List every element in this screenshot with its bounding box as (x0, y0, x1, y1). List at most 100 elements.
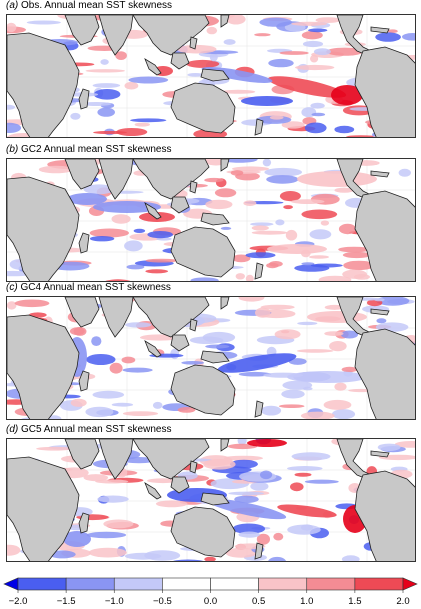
positive-skew-patch (387, 29, 398, 33)
negative-skew-patch (100, 59, 109, 65)
newguinea-land (200, 492, 230, 506)
australia-land (170, 82, 236, 134)
south-america-land (354, 328, 415, 419)
madagascar-land (78, 512, 90, 534)
negative-skew-patch (147, 231, 173, 239)
colorbar-arrow-high (402, 577, 418, 591)
newzealand-land (254, 542, 264, 560)
colorbar-tick-label: 0.5 (252, 596, 266, 607)
negative-skew-patch (70, 112, 81, 120)
newzealand-land (254, 400, 264, 418)
south-america-land (354, 46, 415, 137)
positive-skew-patch (225, 547, 257, 558)
borneo-land (170, 196, 190, 214)
negative-skew-patch (234, 495, 259, 503)
positive-skew-patch (205, 199, 233, 210)
japan-land (220, 297, 230, 310)
positive-skew-patch (111, 214, 131, 224)
negative-skew-patch (205, 344, 230, 349)
colorbar-tick-label: 1.5 (348, 596, 362, 607)
positive-skew-patch (230, 170, 244, 176)
positive-skew-patch (342, 269, 367, 279)
newguinea-land (200, 350, 230, 364)
negative-skew-patch (229, 459, 258, 469)
positive-skew-patch (103, 519, 134, 529)
positive-skew-patch (204, 556, 216, 561)
philippines-land (189, 180, 198, 194)
india-land (98, 439, 134, 480)
negative-skew-patch (268, 58, 294, 68)
negative-skew-patch (209, 52, 218, 62)
philippines-land (189, 36, 198, 50)
map-svg-a (7, 15, 415, 137)
panel-title-text-a: Obs. Annual mean SST skewness (21, 0, 173, 11)
cuba-land (370, 308, 390, 316)
negative-skew-patch (309, 229, 332, 240)
sumatra-land (144, 202, 162, 220)
arabia-land (64, 297, 100, 328)
positive-skew-patch (204, 177, 224, 183)
positive-skew-patch (310, 54, 319, 63)
positive-skew-patch (269, 115, 284, 120)
negative-skew-patch (152, 401, 163, 409)
negative-skew-patch (221, 159, 258, 163)
negative-skew-patch (7, 104, 16, 110)
positive-skew-patch (338, 246, 370, 253)
positive-skew-patch (300, 411, 335, 419)
japan-land (220, 439, 230, 452)
negative-skew-patch (375, 32, 401, 42)
negative-skew-patch (301, 524, 313, 531)
positive-skew-patch (14, 299, 50, 308)
borneo-land (170, 476, 190, 494)
negative-skew-patch (334, 125, 355, 134)
colorbar-tick-label: −1.5 (56, 596, 76, 607)
africa-land (7, 176, 80, 281)
negative-skew-patch (301, 262, 315, 266)
positive-skew-patch (301, 209, 338, 220)
cuba-land (370, 450, 390, 458)
negative-skew-patch (310, 263, 343, 268)
positive-skew-patch (145, 269, 169, 274)
newzealand-land (254, 118, 264, 136)
borneo-land (170, 52, 190, 70)
australia-land (170, 226, 236, 278)
negative-skew-patch (302, 386, 313, 391)
negative-skew-feature (67, 193, 107, 205)
positive-skew-feature (247, 439, 287, 447)
positive-skew-patch (122, 411, 159, 416)
positive-skew-patch (69, 327, 85, 336)
positive-skew-patch (203, 459, 236, 470)
colorbar-svg (3, 577, 418, 593)
negative-skew-patch (308, 28, 328, 33)
negative-skew-patch (125, 322, 152, 328)
panel-title-d: (d) GC5 Annual mean SST skewness (6, 424, 171, 436)
japan-land (220, 159, 230, 172)
panel-title-text-d: GC5 Annual mean SST skewness (21, 424, 172, 435)
positive-skew-patch (309, 255, 329, 259)
positive-skew-feature (307, 311, 367, 323)
negative-skew-patch (259, 17, 292, 27)
negative-skew-patch (268, 556, 287, 561)
negative-skew-patch (341, 555, 360, 561)
map-d (6, 438, 416, 562)
positive-skew-patch (318, 275, 352, 281)
negative-skew-patch (187, 73, 204, 77)
negative-skew-patch (232, 523, 266, 534)
colorbar-segment (113, 577, 163, 591)
negative-skew-patch (92, 390, 125, 399)
positive-skew-feature (331, 85, 363, 105)
negative-skew-patch (311, 112, 326, 117)
positive-skew-patch (134, 122, 150, 127)
positive-skew-feature (267, 76, 347, 98)
positive-skew-patch (93, 130, 127, 135)
arabia-land (64, 159, 100, 190)
negative-skew-patch (93, 89, 121, 100)
positive-skew-patch (301, 31, 323, 40)
positive-skew-patch (279, 51, 309, 55)
positive-skew-patch (95, 479, 129, 484)
sumatra-land (144, 482, 162, 500)
australia-land (170, 506, 236, 558)
positive-skew-patch (7, 301, 17, 310)
positive-skew-patch (232, 254, 251, 263)
negative-skew-patch (122, 367, 153, 373)
